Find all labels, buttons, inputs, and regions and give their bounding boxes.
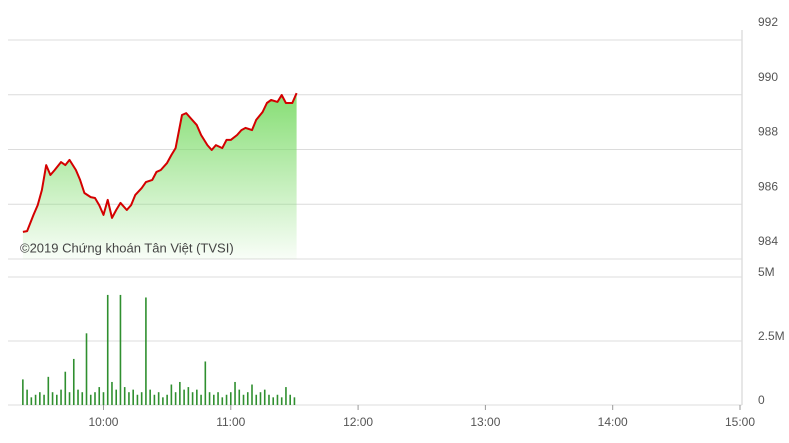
volume-bar [208, 392, 211, 405]
y-tick-label: 986 [758, 179, 778, 193]
volume-bar [77, 389, 79, 405]
volume-bar [246, 392, 249, 405]
volume-bar [132, 389, 134, 405]
y-tick-label: 988 [758, 125, 778, 139]
volume-bar [191, 392, 194, 405]
x-tick-label: 11:00 [216, 415, 245, 429]
volume-bar [72, 358, 75, 405]
volume-bar [149, 389, 151, 405]
volume-bar [89, 394, 92, 405]
volume-bar [255, 394, 258, 405]
volume-bar [119, 294, 122, 405]
volume-bar [115, 389, 118, 405]
volume-bar [56, 394, 58, 405]
volume-bar [174, 392, 177, 405]
volume-bar [213, 394, 215, 405]
y-tick-label: 992 [758, 15, 778, 29]
volume-bar [166, 394, 168, 405]
volume-bar [162, 397, 164, 405]
volume-bar [157, 392, 160, 405]
volume-bar [251, 384, 253, 405]
y-tick-label: 5M [758, 265, 775, 279]
volume-bar [98, 387, 101, 405]
volume-bar [263, 389, 266, 405]
volume-bar [106, 294, 109, 405]
volume-bar [39, 392, 41, 405]
volume-bar [136, 394, 139, 405]
volume-bar [111, 381, 113, 405]
volume-bar [259, 392, 262, 405]
volume-bar [179, 381, 181, 405]
volume-bar [268, 394, 270, 405]
y-tick-label: 990 [758, 70, 778, 84]
volume-bar [289, 394, 291, 405]
volume-bar [43, 394, 45, 405]
volume-bar [81, 392, 84, 405]
y-tick-label: 984 [758, 234, 778, 248]
volume-bar [30, 397, 33, 405]
y-tick-label: 0 [758, 393, 765, 407]
volume-bar [123, 387, 126, 405]
volume-bar [102, 392, 105, 405]
volume-bar [47, 376, 50, 405]
volume-bar [64, 371, 67, 405]
volume-bar [183, 389, 185, 405]
price-line [22, 92, 298, 233]
volume-bar [276, 394, 279, 405]
x-tick-label: 10:00 [88, 415, 118, 429]
x-tick-label: 12:00 [343, 415, 373, 429]
volume-bar [26, 389, 28, 405]
volume-bar [94, 392, 96, 405]
volume-bar [234, 381, 236, 405]
volume-bar [128, 392, 130, 405]
volume-bar [280, 397, 283, 405]
volume-bar [229, 392, 232, 405]
volume-bar [242, 394, 245, 405]
volume-bar [272, 397, 275, 405]
price-area [22, 93, 297, 259]
x-tick-label: 14:00 [598, 415, 628, 429]
volume-bar [225, 394, 228, 405]
volume-bar [34, 394, 37, 405]
x-tick-label: 13:00 [470, 415, 500, 429]
volume-bar [51, 392, 54, 405]
volume-bar [217, 392, 219, 405]
volume-bar [200, 394, 202, 405]
y-tick-label: 2.5M [758, 329, 785, 343]
volume-bar [187, 387, 190, 405]
x-tick-label: 15:00 [725, 415, 755, 429]
volume-bar [170, 384, 173, 405]
volume-bar [153, 394, 156, 405]
volume-bar [68, 392, 71, 405]
volume-bar [221, 397, 224, 405]
copyright: ©2019 Chứng khoán Tân Việt (TVSI) [20, 240, 234, 255]
volume-bar [85, 333, 88, 405]
volume-bar [60, 389, 62, 405]
volume-bar [140, 392, 143, 405]
volume-bar [238, 389, 241, 405]
volume-bar [204, 361, 207, 405]
volume-bar [196, 389, 198, 405]
volume-bar [285, 387, 287, 405]
volume-bar [293, 397, 296, 405]
volume-bar [145, 297, 147, 405]
volume-bar [22, 379, 24, 405]
